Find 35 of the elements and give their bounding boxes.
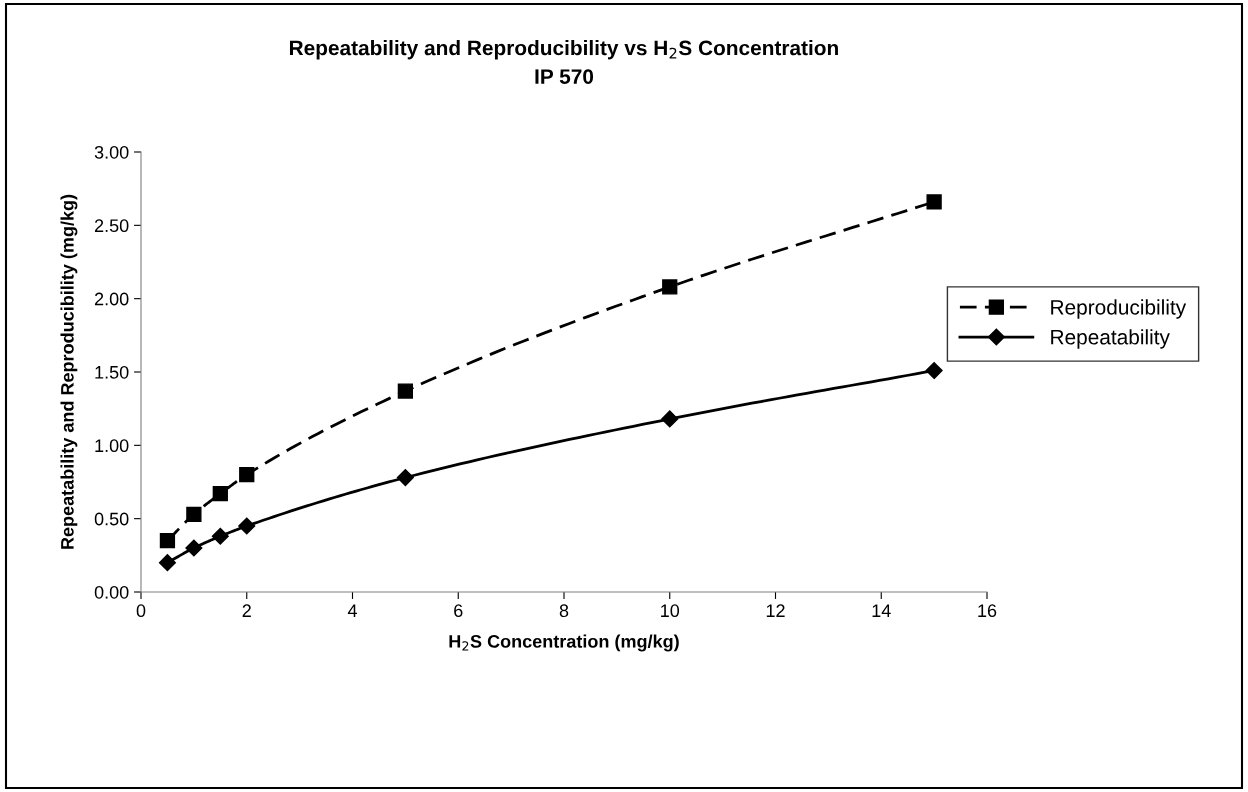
- chart-title: Repeatability and Reproducibility vs H$_{2}$S Concentration IP 570: [289, 40, 838, 84]
- y-tick-label: 1.50: [95, 365, 129, 379]
- y-tick-label: 2.00: [94, 292, 129, 306]
- point: [397, 383, 414, 399]
- x-tick-label: 12: [766, 604, 785, 617]
- y-tick-label: 1.00: [95, 439, 129, 453]
- y-tick-label: 3.00: [94, 145, 129, 159]
- point: [212, 486, 228, 502]
- x-tick-label: 10: [661, 604, 680, 618]
- legend-label: Repeatability: [1051, 329, 1170, 349]
- point: [186, 506, 202, 522]
- point: [211, 527, 229, 545]
- y-tick-label: 2.50: [94, 219, 129, 233]
- x-tick-label: 14: [872, 604, 891, 617]
- point: [159, 533, 176, 549]
- point: [396, 469, 414, 487]
- point: [926, 194, 942, 210]
- y-tick-label: 0.50: [94, 512, 129, 526]
- point: [239, 467, 255, 483]
- x-tick-label: 2: [242, 604, 251, 617]
- x-tick-label: 4: [347, 604, 357, 617]
- x-tick-label: 8: [559, 604, 569, 618]
- point: [662, 279, 678, 295]
- x-axis-title: H$_{2}$S Concentration (mg/kg): [449, 634, 679, 652]
- x-tick-label: 6: [454, 604, 463, 618]
- point: [925, 361, 943, 380]
- point: [158, 554, 176, 572]
- y-tick-label: 0.00: [94, 585, 129, 599]
- point: [185, 539, 203, 557]
- y-axis-title: Repeatability and Reproducibility (mg/kg): [60, 194, 78, 549]
- legend-label: Reproducibility: [1051, 299, 1187, 319]
- point: [661, 410, 679, 428]
- point: [238, 517, 256, 535]
- x-tick-label: 0: [136, 604, 146, 618]
- x-tick-label: 16: [978, 604, 997, 618]
